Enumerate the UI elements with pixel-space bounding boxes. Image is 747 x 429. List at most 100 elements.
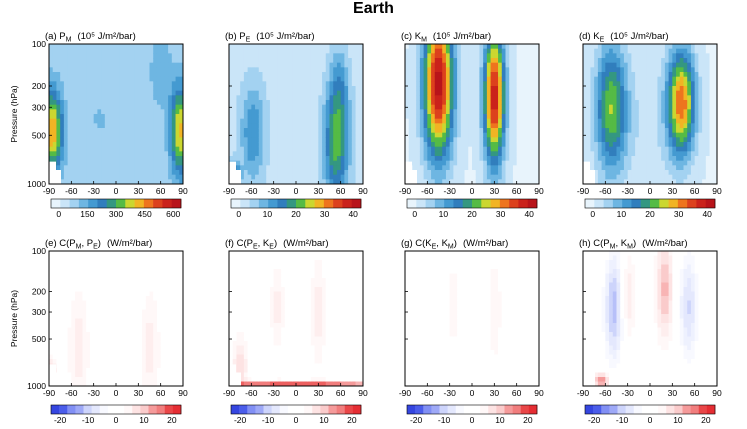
- heatmap-cell: [457, 86, 462, 92]
- heatmap-cell: [175, 53, 180, 59]
- heatmap-cell: [299, 76, 304, 82]
- heatmap-cell: [690, 95, 696, 101]
- heatmap-cell: [179, 137, 184, 143]
- heatmap-cell: [149, 104, 154, 110]
- heatmap-cell: [679, 104, 684, 110]
- heatmap-cell: [97, 86, 102, 92]
- heatmap-cell: [620, 76, 625, 82]
- heatmap-cell: [464, 58, 469, 64]
- heatmap-cell: [535, 86, 540, 92]
- heatmap-cell: [512, 165, 518, 171]
- heatmap-cell: [299, 146, 304, 152]
- heatmap-cell: [490, 170, 495, 176]
- heatmap-cell: [56, 282, 61, 288]
- heatmap-cell: [299, 123, 304, 129]
- heatmap-cell: [672, 137, 677, 143]
- heatmap-cell: [78, 278, 83, 283]
- heatmap-cell: [419, 104, 425, 110]
- heatmap-cell: [653, 109, 658, 115]
- heatmap-cell: [49, 260, 54, 265]
- heatmap-cell: [490, 151, 495, 157]
- heatmap-cell: [594, 137, 599, 143]
- heatmap-cell: [408, 128, 413, 134]
- heatmap-cell: [281, 132, 286, 138]
- heatmap-cell: [509, 146, 514, 152]
- heatmap-cell: [359, 156, 364, 162]
- heatmap-cell: [427, 81, 432, 87]
- heatmap-cell: [687, 67, 692, 73]
- heatmap-cell: [49, 128, 54, 134]
- heatmap-cell: [457, 123, 462, 129]
- heatmap-cell: [284, 104, 289, 110]
- heatmap-cell: [438, 53, 443, 59]
- heatmap-cell: [240, 123, 245, 129]
- heatmap-cell: [516, 174, 521, 180]
- heatmap-cell: [296, 76, 301, 82]
- heatmap-cell: [627, 132, 632, 138]
- heatmap-cell: [638, 151, 643, 157]
- heatmap-cell: [262, 174, 267, 180]
- heatmap-cell: [86, 146, 91, 152]
- heatmap-cell: [269, 114, 275, 120]
- heatmap-cell: [86, 372, 91, 378]
- heatmap-cell: [464, 165, 469, 171]
- heatmap-cell: [101, 109, 106, 115]
- heatmap-cell: [71, 86, 76, 92]
- heatmap-cell: [520, 53, 525, 59]
- heatmap-cell: [130, 156, 136, 162]
- heatmap-cell: [86, 255, 91, 261]
- heatmap-cell: [49, 323, 54, 328]
- heatmap-cell: [156, 170, 162, 176]
- heatmap-cell: [71, 296, 76, 301]
- heatmap-cell: [292, 128, 297, 134]
- heatmap-cell: [104, 53, 109, 59]
- heatmap-cell: [52, 58, 57, 64]
- heatmap-cell: [434, 72, 439, 78]
- heatmap-cell: [258, 104, 263, 110]
- heatmap-cell: [412, 100, 417, 106]
- heatmap-cell: [609, 100, 614, 106]
- heatmap-cell: [638, 170, 643, 176]
- heatmap-cell: [520, 114, 525, 120]
- heatmap-cell: [449, 114, 454, 120]
- heatmap-cell: [49, 300, 54, 306]
- heatmap-cell: [657, 165, 662, 171]
- heatmap-cell: [336, 114, 342, 120]
- heatmap-cell: [438, 86, 443, 92]
- heatmap-cell: [142, 109, 147, 115]
- colorbar-swatch: [527, 199, 538, 208]
- heatmap-cell: [427, 104, 432, 110]
- heatmap-cell: [175, 132, 180, 138]
- heatmap-cell: [601, 44, 606, 50]
- heatmap-cell: [336, 128, 342, 134]
- heatmap-cell: [119, 114, 124, 120]
- heatmap-cell: [423, 90, 428, 96]
- heatmap-cell: [78, 58, 83, 64]
- heatmap-cell: [453, 95, 458, 101]
- heatmap-cell: [138, 174, 143, 180]
- heatmap-cell: [434, 62, 439, 68]
- heatmap-cell: [303, 100, 308, 106]
- heatmap-cell: [609, 114, 614, 120]
- heatmap-cell: [247, 44, 252, 50]
- heatmap-cell: [101, 287, 106, 292]
- heatmap-cell: [86, 156, 91, 162]
- heatmap-cell: [142, 170, 147, 176]
- heatmap-cell: [427, 53, 432, 59]
- heatmap-cell: [616, 44, 621, 50]
- heatmap-cell: [586, 151, 591, 157]
- heatmap-cell: [318, 123, 323, 129]
- heatmap-cell: [78, 128, 83, 134]
- heatmap-cell: [438, 48, 443, 54]
- heatmap-cell: [314, 146, 319, 152]
- heatmap-cell: [449, 137, 454, 143]
- heatmap-cell: [284, 76, 289, 82]
- heatmap-cell: [516, 165, 521, 171]
- heatmap-cell: [344, 118, 349, 124]
- heatmap-cell: [101, 132, 106, 138]
- heatmap-cell: [56, 123, 61, 129]
- heatmap-cell: [284, 62, 289, 68]
- heatmap-cell: [419, 114, 425, 120]
- heatmap-cell: [594, 151, 599, 157]
- heatmap-cell: [229, 109, 234, 115]
